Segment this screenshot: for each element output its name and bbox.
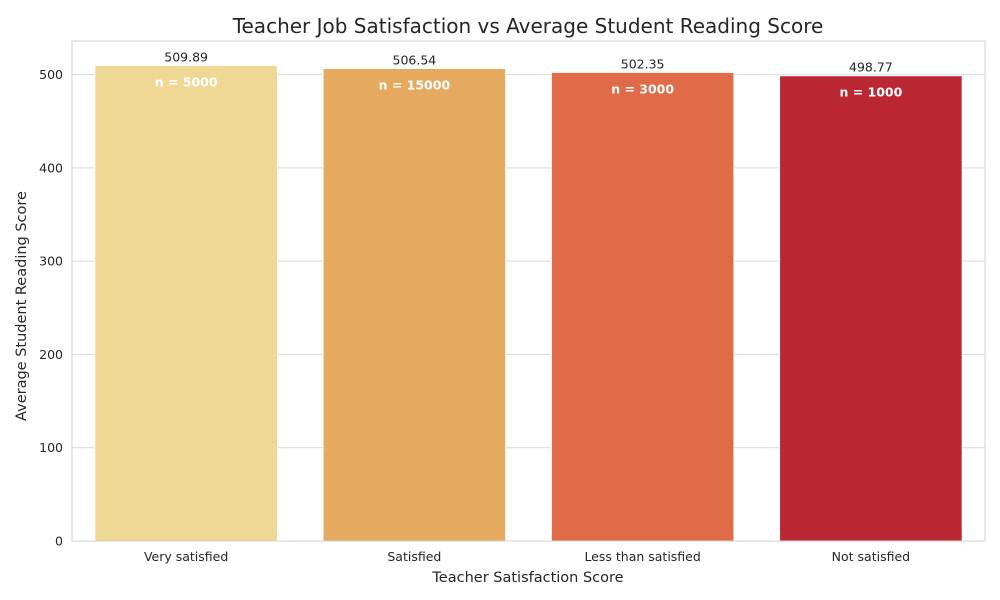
x-tick-label: Not satisfied bbox=[832, 549, 910, 564]
bar-sample-size-label: n = 15000 bbox=[379, 77, 451, 92]
bar-value-label: 502.35 bbox=[621, 56, 665, 71]
bar bbox=[550, 71, 735, 542]
y-tick-label: 500 bbox=[39, 67, 63, 82]
chart-title: Teacher Job Satisfaction vs Average Stud… bbox=[232, 14, 824, 38]
x-tick-labels: Very satisfied Satisfied Less than satisfi… bbox=[144, 549, 910, 564]
bar-value-label: 506.54 bbox=[393, 52, 437, 67]
y-tick-label: 300 bbox=[39, 254, 63, 269]
bar-sample-size-label: n = 3000 bbox=[611, 81, 674, 96]
bar bbox=[779, 75, 963, 542]
bars bbox=[94, 64, 963, 542]
bar-sample-size-label: n = 1000 bbox=[839, 85, 902, 100]
y-tick-label: 200 bbox=[39, 347, 63, 362]
bar bbox=[94, 64, 278, 542]
y-axis-label: Average Student Reading Score bbox=[14, 191, 30, 421]
y-tick-label: 400 bbox=[39, 160, 63, 175]
plot-frame bbox=[71, 40, 986, 542]
x-tick-label: Satisfied bbox=[387, 549, 441, 564]
y-tick-label: 0 bbox=[55, 534, 63, 549]
y-tick-label: 100 bbox=[39, 440, 63, 455]
bar-value-label: 498.77 bbox=[849, 60, 893, 75]
bar-value-label: 509.89 bbox=[164, 49, 208, 64]
bar-sample-size-label: n = 5000 bbox=[155, 74, 218, 89]
y-tick-labels: 0 100 200 300 400 500 bbox=[39, 67, 63, 548]
bar bbox=[322, 67, 507, 542]
bar-labels: 509.89 n = 5000 506.54 n = 15000 502.35 n = 3… bbox=[155, 49, 903, 99]
x-axis-label: Teacher Satisfaction Score bbox=[431, 570, 623, 586]
x-tick-label: Very satisfied bbox=[144, 549, 228, 564]
x-tick-label: Less than satisfied bbox=[584, 549, 700, 564]
